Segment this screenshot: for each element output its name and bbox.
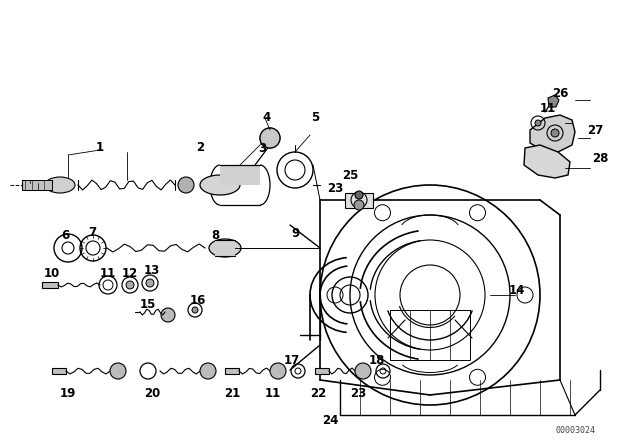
Bar <box>52 368 66 374</box>
Bar <box>42 282 58 288</box>
Bar <box>390 310 470 360</box>
Polygon shape <box>524 145 570 178</box>
Text: 13: 13 <box>144 263 160 276</box>
Text: 6: 6 <box>61 228 69 241</box>
Text: 28: 28 <box>592 151 608 164</box>
Circle shape <box>192 307 198 313</box>
Text: 7: 7 <box>88 225 96 238</box>
Text: 16: 16 <box>190 293 206 306</box>
Text: 23: 23 <box>350 387 366 400</box>
Text: 3: 3 <box>258 142 266 155</box>
Polygon shape <box>530 115 575 152</box>
Circle shape <box>178 177 194 193</box>
Circle shape <box>551 129 559 137</box>
Text: 20: 20 <box>144 387 160 400</box>
Ellipse shape <box>200 175 240 195</box>
Circle shape <box>110 363 126 379</box>
Text: 00003024: 00003024 <box>555 426 595 435</box>
Circle shape <box>355 191 363 199</box>
Circle shape <box>270 363 286 379</box>
Text: 10: 10 <box>44 267 60 280</box>
Polygon shape <box>548 95 559 107</box>
Circle shape <box>161 308 175 322</box>
Text: 8: 8 <box>211 228 219 241</box>
Ellipse shape <box>45 177 75 193</box>
Text: 22: 22 <box>310 387 326 400</box>
Circle shape <box>354 200 364 210</box>
Text: 24: 24 <box>322 414 338 426</box>
Text: 1: 1 <box>96 141 104 154</box>
Text: 23: 23 <box>327 181 343 194</box>
Bar <box>215 240 235 256</box>
Bar <box>220 165 260 185</box>
Circle shape <box>200 363 216 379</box>
Circle shape <box>126 281 134 289</box>
Text: 4: 4 <box>263 111 271 124</box>
Text: 27: 27 <box>587 124 603 137</box>
Circle shape <box>260 128 280 148</box>
Text: 2: 2 <box>196 141 204 154</box>
Circle shape <box>535 120 541 126</box>
Text: 12: 12 <box>122 267 138 280</box>
Bar <box>225 368 239 374</box>
Bar <box>22 180 52 190</box>
Text: 19: 19 <box>60 387 76 400</box>
Text: 25: 25 <box>342 168 358 181</box>
Text: 18: 18 <box>369 353 385 366</box>
Circle shape <box>355 363 371 379</box>
Text: 17: 17 <box>284 353 300 366</box>
Circle shape <box>146 279 154 287</box>
Text: 5: 5 <box>311 111 319 124</box>
Text: 11: 11 <box>100 267 116 280</box>
Text: 21: 21 <box>224 387 240 400</box>
Text: 15: 15 <box>140 297 156 310</box>
Text: 14: 14 <box>509 284 525 297</box>
Bar <box>345 193 373 208</box>
Text: 26: 26 <box>552 86 568 99</box>
Text: 11: 11 <box>540 102 556 115</box>
Text: 11: 11 <box>265 387 281 400</box>
Ellipse shape <box>209 239 241 257</box>
Text: 9: 9 <box>291 227 299 240</box>
Bar <box>315 368 329 374</box>
